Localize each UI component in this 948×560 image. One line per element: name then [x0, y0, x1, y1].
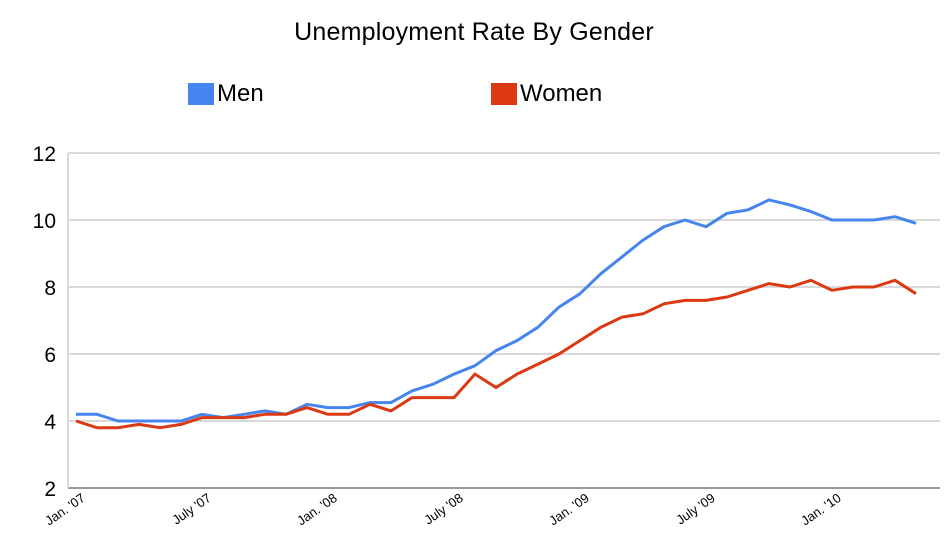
x-tick-label: Jan. '10 — [798, 490, 844, 528]
y-tick-label: 10 — [33, 210, 56, 233]
y-tick-label: 12 — [33, 143, 56, 166]
x-tick-label: Jan. '08 — [294, 490, 340, 528]
y-tick-label: 6 — [44, 344, 56, 367]
chart-title: Unemployment Rate By Gender — [294, 18, 654, 46]
x-tick-label: July '07 — [169, 490, 213, 527]
legend-label-women: Women — [520, 80, 603, 107]
legend-item-women[interactable]: Women — [491, 80, 602, 108]
x-tick-label: July '08 — [421, 490, 465, 527]
series-line-women — [75, 278, 917, 430]
y-tick-label: 8 — [44, 277, 56, 300]
legend-swatch-women — [491, 83, 517, 105]
legend-swatch-men — [188, 83, 214, 105]
y-tick-label: 2 — [44, 478, 56, 501]
x-tick-label: July '09 — [673, 490, 717, 527]
y-tick-label: 4 — [44, 411, 56, 434]
legend-item-men[interactable]: Men — [188, 80, 264, 108]
x-tick-label: Jan. '09 — [546, 490, 592, 528]
legend-label-men: Men — [217, 80, 264, 107]
